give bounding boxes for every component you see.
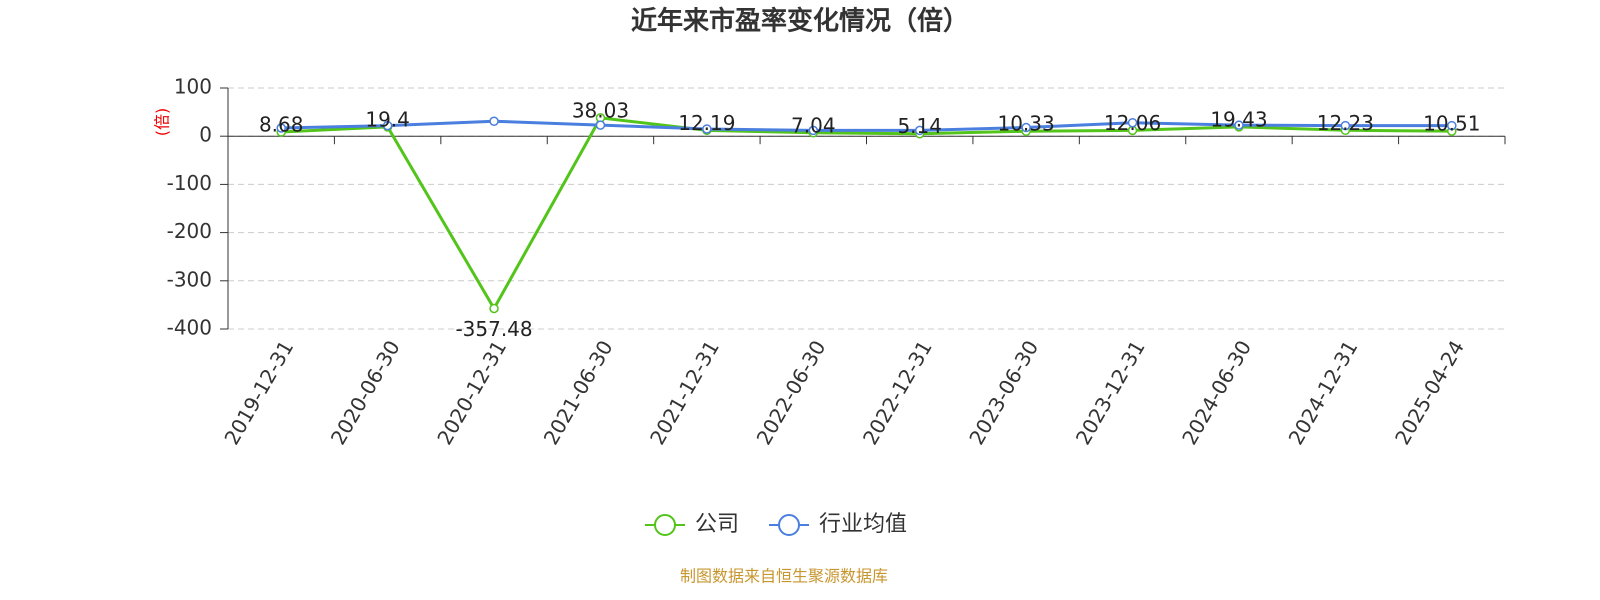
- x-tick-label: 2024-12-31: [1284, 336, 1363, 449]
- y-axis-label: (倍): [153, 108, 172, 137]
- chart-title: 近年来市盈率变化情况（倍）: [631, 6, 969, 37]
- x-tick-label: 2021-12-31: [645, 336, 724, 449]
- data-label: 7.04: [791, 113, 836, 137]
- data-point: [702, 124, 712, 134]
- data-label: 12.19: [678, 111, 735, 135]
- x-tick-label: 2022-12-31: [858, 336, 937, 449]
- x-tick-label: 2023-06-30: [964, 336, 1043, 449]
- x-tick-label: 2024-06-30: [1177, 336, 1256, 449]
- data-point: [276, 123, 286, 133]
- data-point: [1447, 120, 1457, 131]
- data-point: [489, 116, 499, 127]
- data-label: 38.03: [572, 98, 629, 122]
- x-tick-label: 2023-12-31: [1071, 336, 1150, 449]
- data-point: [489, 303, 499, 314]
- series-line: [281, 116, 1452, 312]
- data-point: [1021, 122, 1031, 133]
- y-tick-label: 0: [199, 123, 212, 147]
- data-label: 12.06: [1104, 111, 1161, 135]
- x-tick-label: 2022-06-30: [751, 336, 830, 449]
- source-note: 制图数据来自恒生聚源数据库: [680, 567, 888, 586]
- data-label: 5.14: [897, 114, 942, 138]
- y-tick-label: -200: [167, 219, 212, 243]
- data-label: 19.4: [365, 107, 410, 131]
- y-tick-label: 100: [174, 75, 212, 99]
- data-point: [382, 120, 393, 131]
- data-label: 12.23: [1317, 111, 1374, 135]
- data-label: 19.43: [1210, 107, 1267, 131]
- data-point: [1234, 120, 1244, 130]
- x-tick-label: 2025-04-24: [1390, 336, 1469, 449]
- data-point: [808, 125, 819, 136]
- legend-marker: [654, 514, 676, 536]
- legend-label: 行业均值: [819, 512, 907, 537]
- y-tick-label: -100: [167, 171, 212, 195]
- x-tick-label: 2020-06-30: [326, 336, 405, 449]
- data-label: 10.33: [997, 112, 1054, 136]
- x-tick-label: 2019-12-31: [219, 336, 298, 449]
- data-point: [595, 120, 606, 130]
- x-tick-label: 2020-12-31: [432, 336, 511, 449]
- series-line: [281, 119, 1452, 132]
- data-point: [1340, 120, 1351, 131]
- y-tick-label: -300: [167, 267, 212, 291]
- y-tick-label: -400: [167, 316, 212, 340]
- legend-label: 公司: [695, 512, 739, 537]
- legend-marker: [778, 514, 801, 536]
- data-point: [914, 125, 925, 136]
- x-tick-label: 2021-06-30: [539, 336, 618, 449]
- data-label: -357.48: [455, 317, 532, 341]
- data-point: [1127, 117, 1138, 128]
- data-label: 8.68: [259, 113, 304, 137]
- data-label: 10.51: [1423, 112, 1480, 136]
